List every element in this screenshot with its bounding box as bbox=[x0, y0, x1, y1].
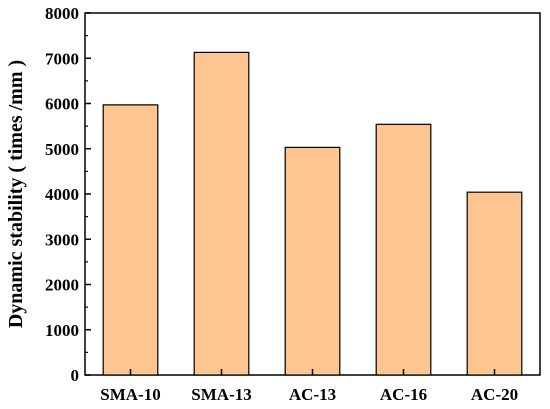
x-tick-label: AC-20 bbox=[471, 385, 518, 404]
y-tick-label: 8000 bbox=[45, 4, 79, 23]
y-axis: 0 1000 2000 3000 4000 5000 6000 7000 8000 bbox=[45, 4, 91, 385]
y-tick-label: 2000 bbox=[45, 276, 79, 295]
bar-sma-10 bbox=[102, 104, 159, 376]
x-tick-label: SMA-10 bbox=[100, 385, 160, 404]
x-tick-label: AC-16 bbox=[380, 385, 427, 404]
x-tick-label: AC-13 bbox=[289, 385, 336, 404]
bars bbox=[102, 51, 523, 376]
y-tick-label: 5000 bbox=[45, 140, 79, 159]
bar-ac-13 bbox=[284, 146, 341, 376]
y-tick-label: 7000 bbox=[45, 49, 79, 68]
y-tick-label: 4000 bbox=[45, 185, 79, 204]
y-tick-label: 0 bbox=[71, 366, 80, 385]
y-tick-label: 1000 bbox=[45, 321, 79, 340]
y-tick-label: 3000 bbox=[45, 230, 79, 249]
bar-ac-16 bbox=[375, 123, 432, 376]
x-axis: SMA-10 SMA-13 AC-13 AC-16 AC-20 bbox=[100, 369, 518, 404]
bar-sma-13 bbox=[193, 51, 250, 376]
x-tick-label: SMA-13 bbox=[191, 385, 251, 404]
y-tick-label: 6000 bbox=[45, 95, 79, 114]
bar-ac-20 bbox=[466, 191, 523, 376]
y-axis-title: Dynamic stability ( times /mm ) bbox=[5, 60, 27, 328]
